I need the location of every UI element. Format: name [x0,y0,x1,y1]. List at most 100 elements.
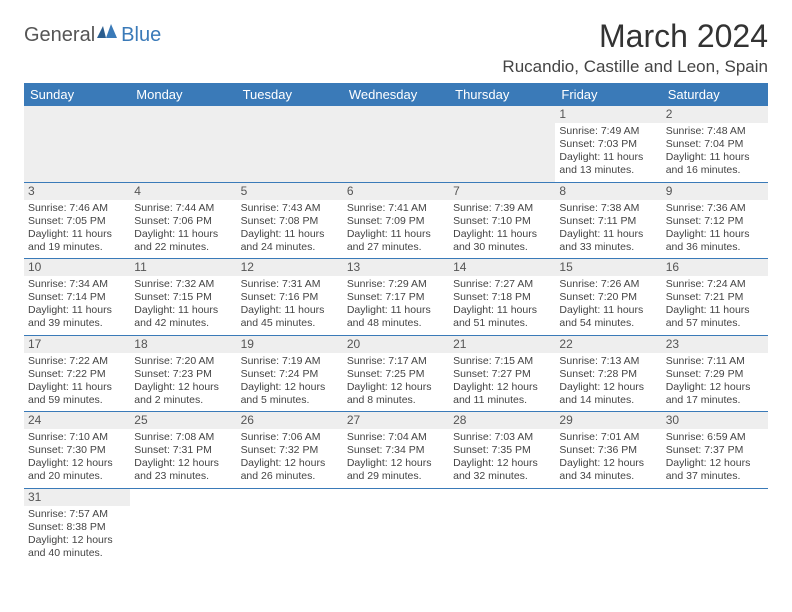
calendar-week-row: 10Sunrise: 7:34 AMSunset: 7:14 PMDayligh… [24,259,768,336]
sunrise-text: Sunrise: 7:04 AM [347,431,445,444]
day-number: 16 [662,259,768,276]
calendar-day-cell: 7Sunrise: 7:39 AMSunset: 7:10 PMDaylight… [449,182,555,259]
sunrise-text: Sunrise: 7:11 AM [666,355,764,368]
sunset-text: Sunset: 7:23 PM [134,368,232,381]
daylight-text: Daylight: 11 hours and 13 minutes. [559,151,657,177]
sunset-text: Sunset: 7:36 PM [559,444,657,457]
sunrise-text: Sunrise: 7:36 AM [666,202,764,215]
calendar-day-cell: 1 Sunrise: 7:49 AMSunset: 7:03 PMDaylight… [555,106,661,182]
calendar-day-cell [449,106,555,182]
sunrise-text: Sunrise: 7:29 AM [347,278,445,291]
day-number: 30 [662,412,768,429]
sunset-text: Sunset: 7:10 PM [453,215,551,228]
sunset-text: Sunset: 7:31 PM [134,444,232,457]
day-header: Tuesday [237,83,343,106]
calendar-day-cell: 13Sunrise: 7:29 AMSunset: 7:17 PMDayligh… [343,259,449,336]
daylight-text: Daylight: 11 hours and 45 minutes. [241,304,339,330]
header: General Blue March 2024 Rucandio, Castil… [24,18,768,77]
sunset-text: Sunset: 7:06 PM [134,215,232,228]
calendar-day-cell: 4Sunrise: 7:44 AMSunset: 7:06 PMDaylight… [130,182,236,259]
daylight-text: Daylight: 12 hours and 23 minutes. [134,457,232,483]
sunrise-text: Sunrise: 6:59 AM [666,431,764,444]
daylight-text: Daylight: 11 hours and 51 minutes. [453,304,551,330]
location-subtitle: Rucandio, Castille and Leon, Spain [502,57,768,77]
day-number: 1 [555,106,661,123]
calendar-day-cell: 29Sunrise: 7:01 AMSunset: 7:36 PMDayligh… [555,412,661,489]
sunset-text: Sunset: 7:17 PM [347,291,445,304]
sunrise-text: Sunrise: 7:15 AM [453,355,551,368]
day-number: 24 [24,412,130,429]
sunset-text: Sunset: 7:16 PM [241,291,339,304]
sunrise-text: Sunrise: 7:03 AM [453,431,551,444]
calendar-day-cell: 5Sunrise: 7:43 AMSunset: 7:08 PMDaylight… [237,182,343,259]
calendar-week-row: 1Sunrise: 7:49 AMSunset: 7:03 PMDaylight… [24,106,768,182]
sunrise-text: Sunrise: 7:41 AM [347,202,445,215]
daylight-text: Daylight: 11 hours and 57 minutes. [666,304,764,330]
day-header-row: Sunday Monday Tuesday Wednesday Thursday… [24,83,768,106]
calendar-day-cell [343,488,449,564]
calendar-day-cell [130,106,236,182]
daylight-text: Daylight: 12 hours and 5 minutes. [241,381,339,407]
calendar-day-cell: 27Sunrise: 7:04 AMSunset: 7:34 PMDayligh… [343,412,449,489]
logo: General Blue [24,18,161,47]
sunrise-text: Sunrise: 7:57 AM [28,508,126,521]
sunset-text: Sunset: 7:20 PM [559,291,657,304]
day-number: 5 [237,183,343,200]
sunrise-text: Sunrise: 7:19 AM [241,355,339,368]
calendar-day-cell: 16Sunrise: 7:24 AMSunset: 7:21 PMDayligh… [662,259,768,336]
calendar-day-cell: 12Sunrise: 7:31 AMSunset: 7:16 PMDayligh… [237,259,343,336]
calendar-table: Sunday Monday Tuesday Wednesday Thursday… [24,83,768,564]
daylight-text: Daylight: 11 hours and 42 minutes. [134,304,232,330]
sunset-text: Sunset: 7:35 PM [453,444,551,457]
sunset-text: Sunset: 7:04 PM [666,138,764,151]
sunrise-text: Sunrise: 7:24 AM [666,278,764,291]
day-number: 9 [662,183,768,200]
daylight-text: Daylight: 11 hours and 33 minutes. [559,228,657,254]
daylight-text: Daylight: 11 hours and 22 minutes. [134,228,232,254]
daylight-text: Daylight: 12 hours and 40 minutes. [28,534,126,560]
calendar-day-cell: 31Sunrise: 7:57 AMSunset: 8:38 PMDayligh… [24,488,130,564]
calendar-day-cell [555,488,661,564]
day-number: 4 [130,183,236,200]
daylight-text: Daylight: 12 hours and 32 minutes. [453,457,551,483]
day-number: 13 [343,259,449,276]
day-number: 8 [555,183,661,200]
daylight-text: Daylight: 11 hours and 39 minutes. [28,304,126,330]
day-number: 18 [130,336,236,353]
sunrise-text: Sunrise: 7:48 AM [666,125,764,138]
sunset-text: Sunset: 7:03 PM [559,138,657,151]
day-header: Sunday [24,83,130,106]
sunrise-text: Sunrise: 7:49 AM [559,125,657,138]
sunrise-text: Sunrise: 7:20 AM [134,355,232,368]
day-number: 29 [555,412,661,429]
sunrise-text: Sunrise: 7:22 AM [28,355,126,368]
day-header: Friday [555,83,661,106]
calendar-day-cell: 11Sunrise: 7:32 AMSunset: 7:15 PMDayligh… [130,259,236,336]
calendar-day-cell [130,488,236,564]
logo-text-general: General [24,24,95,47]
daylight-text: Daylight: 12 hours and 20 minutes. [28,457,126,483]
sunset-text: Sunset: 7:11 PM [559,215,657,228]
daylight-text: Daylight: 11 hours and 16 minutes. [666,151,764,177]
calendar-day-cell: 9Sunrise: 7:36 AMSunset: 7:12 PMDaylight… [662,182,768,259]
calendar-day-cell: 21Sunrise: 7:15 AMSunset: 7:27 PMDayligh… [449,335,555,412]
sunrise-text: Sunrise: 7:08 AM [134,431,232,444]
day-number: 26 [237,412,343,429]
sunset-text: Sunset: 7:30 PM [28,444,126,457]
sunset-text: Sunset: 7:18 PM [453,291,551,304]
sunrise-text: Sunrise: 7:26 AM [559,278,657,291]
calendar-day-cell: 25Sunrise: 7:08 AMSunset: 7:31 PMDayligh… [130,412,236,489]
daylight-text: Daylight: 11 hours and 59 minutes. [28,381,126,407]
sunrise-text: Sunrise: 7:31 AM [241,278,339,291]
calendar-day-cell [237,488,343,564]
day-number: 19 [237,336,343,353]
day-number: 20 [343,336,449,353]
sunset-text: Sunset: 7:29 PM [666,368,764,381]
sunrise-text: Sunrise: 7:43 AM [241,202,339,215]
day-number: 10 [24,259,130,276]
month-title: March 2024 [502,18,768,55]
daylight-text: Daylight: 12 hours and 37 minutes. [666,457,764,483]
calendar-day-cell [237,106,343,182]
daylight-text: Daylight: 12 hours and 34 minutes. [559,457,657,483]
sunset-text: Sunset: 7:25 PM [347,368,445,381]
